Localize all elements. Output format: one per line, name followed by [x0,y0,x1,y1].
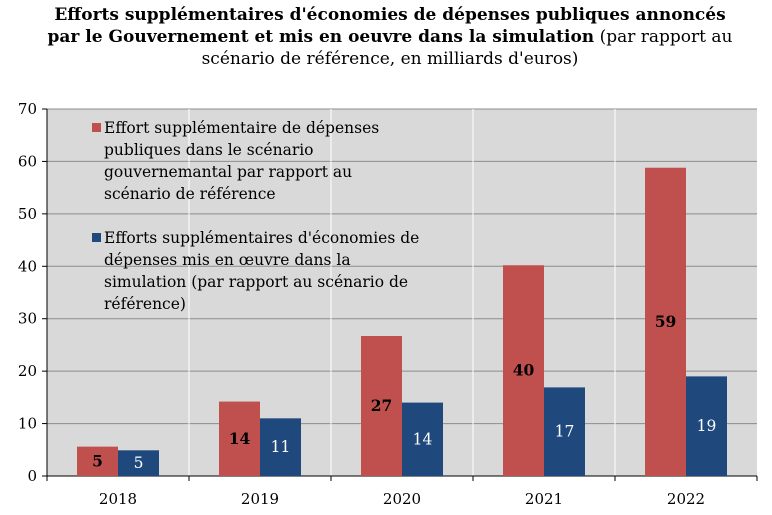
x-tick-label-2018: 2018 [99,490,137,508]
data-label-s0-2020: 27 [371,396,393,415]
legend-label-1-line-3: référence) [104,295,186,313]
x-tick-label-2020: 2020 [383,490,421,508]
data-label-s0-2021: 40 [513,361,535,380]
x-tick-label-2019: 2019 [241,490,279,508]
legend-swatch-1 [92,233,101,242]
legend-label-0-line-3: scénario de référence [104,185,276,203]
chart-title: Efforts supplémentaires d'économies de d… [40,4,740,70]
legend-label-0-line-1: publiques dans le scénario [104,141,314,159]
legend-label-1-line-0: Efforts supplémentaires d'économies de [104,229,419,247]
legend-label-1-line-2: simulation (par rapport au scénario de [104,273,408,291]
bar-s1-2021 [544,387,585,476]
data-label-s0-2019: 14 [229,429,251,448]
y-tick-label-70: 70 [18,100,37,118]
y-tick-label-40: 40 [18,257,37,275]
y-tick-label-50: 50 [18,205,37,223]
y-tick-label-30: 30 [18,310,37,328]
bar-s0-2018 [77,446,118,476]
bar-s0-2019 [219,401,260,476]
y-tick-label-20: 20 [18,362,37,380]
y-tick-label-0: 0 [27,467,37,485]
bar-s0-2020 [361,336,402,476]
legend-label-0-line-2: gouvernemantal par rapport au [104,163,352,181]
data-label-s1-2019: 11 [271,438,291,456]
legend-label-0-line-0: Effort supplémentaire de dépenses [104,119,379,137]
data-label-s1-2020: 14 [413,430,433,448]
x-tick-label-2021: 2021 [525,490,563,508]
x-tick-label-2022: 2022 [667,490,705,508]
bar-s0-2022 [645,167,686,476]
chart-title-bold: Efforts supplémentaires d'économies de d… [47,5,726,47]
bar-s1-2018 [118,450,159,476]
chart-title-rest: (par rapport au scénario de référence, e… [201,27,733,69]
data-label-s0-2018: 5 [92,451,103,470]
y-tick-label-10: 10 [18,415,37,433]
legend-label-1-line-1: dépenses mis en œuvre dans la [104,251,351,269]
data-label-s0-2022: 59 [655,312,677,331]
bar-s0-2021 [503,265,544,476]
y-tick-label-60: 60 [18,152,37,170]
data-label-s1-2021: 17 [555,423,575,441]
bar-s1-2020 [402,402,443,476]
legend-swatch-0 [92,123,101,132]
bar-s1-2019 [260,418,301,476]
data-label-s1-2022: 19 [697,417,717,435]
bar-s1-2022 [686,376,727,476]
data-label-s1-2018: 5 [134,454,144,472]
